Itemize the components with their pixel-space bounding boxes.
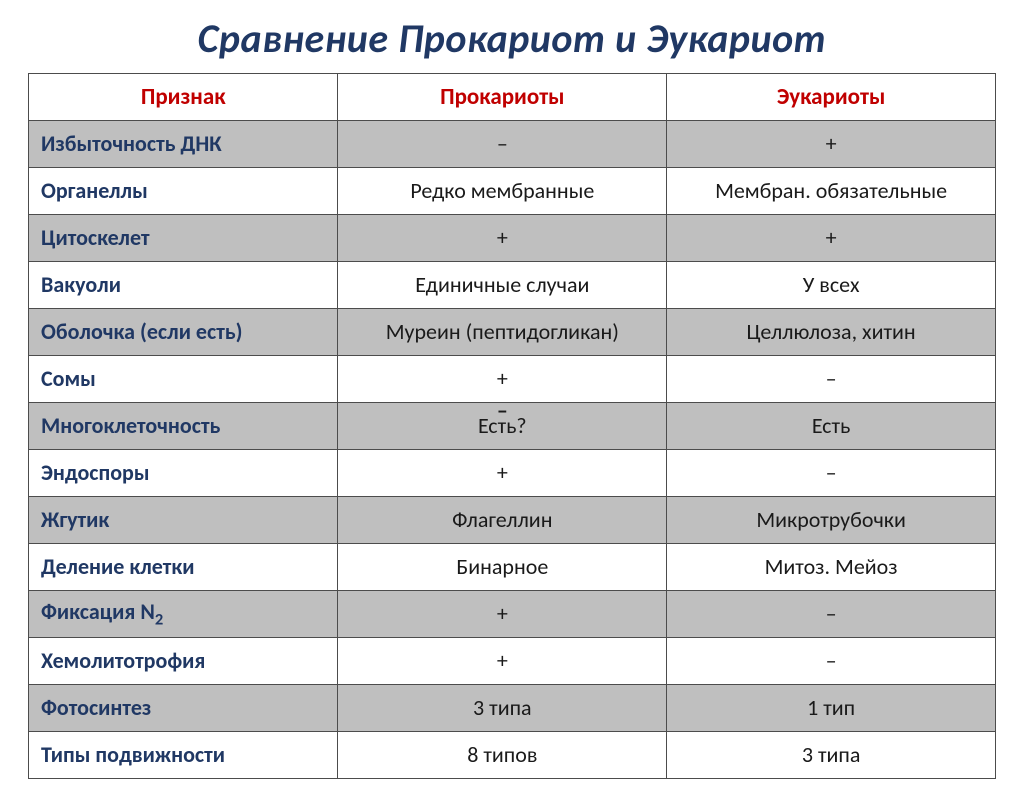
prokaryote-cell: Единичные случаи	[338, 262, 667, 309]
table-row: Избыточность ДНК–+	[29, 121, 996, 168]
prokaryote-cell: 3 типа	[338, 685, 667, 732]
table-row: Многоклеточность–Есть?Есть	[29, 403, 996, 450]
eukaryote-cell: –	[667, 591, 996, 638]
eukaryote-cell: Целлюлоза, хитин	[667, 309, 996, 356]
table-row: Фотосинтез3 типа1 тип	[29, 685, 996, 732]
prokaryote-cell: –Есть?	[338, 403, 667, 450]
prokaryote-cell: –	[338, 121, 667, 168]
eukaryote-cell: Микротрубочки	[667, 497, 996, 544]
table-row: Оболочка (если есть)Муреин (пептидоглика…	[29, 309, 996, 356]
eukaryote-cell: –	[667, 450, 996, 497]
table-row: Фиксация N2+–	[29, 591, 996, 638]
table-row: Сомы+–	[29, 356, 996, 403]
table-row: ЖгутикФлагеллинМикротрубочки	[29, 497, 996, 544]
col-header-eukaryote: Эукариоты	[667, 74, 996, 121]
feature-cell: Эндоспоры	[29, 450, 338, 497]
table-row: ВакуолиЕдиничные случаиУ всех	[29, 262, 996, 309]
subscript: 2	[155, 609, 163, 629]
eukaryote-cell: Митоз. Мейоз	[667, 544, 996, 591]
table-row: Цитоскелет++	[29, 215, 996, 262]
table-row: Хемолитотрофия+–	[29, 638, 996, 685]
col-header-feature: Признак	[29, 74, 338, 121]
page-title: Сравнение Прокариот и Эукариот	[28, 14, 996, 63]
prokaryote-cell: +	[338, 356, 667, 403]
feature-cell: Вакуоли	[29, 262, 338, 309]
feature-cell: Избыточность ДНК	[29, 121, 338, 168]
eukaryote-cell: 3 типа	[667, 732, 996, 779]
feature-cell: Сомы	[29, 356, 338, 403]
prokaryote-cell: Муреин (пептидогликан)	[338, 309, 667, 356]
overlay-dash: –	[497, 400, 508, 422]
table-row: Деление клеткиБинарноеМитоз. Мейоз	[29, 544, 996, 591]
feature-cell: Деление клетки	[29, 544, 338, 591]
feature-cell: Жгутик	[29, 497, 338, 544]
eukaryote-cell: 1 тип	[667, 685, 996, 732]
feature-cell: Оболочка (если есть)	[29, 309, 338, 356]
feature-cell: Цитоскелет	[29, 215, 338, 262]
feature-cell: Фиксация N2	[29, 591, 338, 638]
comparison-table: Признак Прокариоты Эукариоты Избыточност…	[28, 73, 996, 779]
prokaryote-cell: 8 типов	[338, 732, 667, 779]
col-header-prokaryote: Прокариоты	[338, 74, 667, 121]
eukaryote-cell: –	[667, 356, 996, 403]
table-header-row: Признак Прокариоты Эукариоты	[29, 74, 996, 121]
feature-cell: Типы подвижности	[29, 732, 338, 779]
prokaryote-cell: +	[338, 638, 667, 685]
feature-cell: Многоклеточность	[29, 403, 338, 450]
eukaryote-cell: Есть	[667, 403, 996, 450]
feature-cell: Фотосинтез	[29, 685, 338, 732]
table-row: ОрганеллыРедко мембранныеМембран. обязат…	[29, 168, 996, 215]
prokaryote-cell: +	[338, 591, 667, 638]
prokaryote-cell: Бинарное	[338, 544, 667, 591]
table-row: Типы подвижности8 типов3 типа	[29, 732, 996, 779]
prokaryote-cell: +	[338, 215, 667, 262]
eukaryote-cell: У всех	[667, 262, 996, 309]
feature-cell: Органеллы	[29, 168, 338, 215]
prokaryote-cell: Редко мембранные	[338, 168, 667, 215]
prokaryote-cell: Флагеллин	[338, 497, 667, 544]
eukaryote-cell: –	[667, 638, 996, 685]
prokaryote-cell: +	[338, 450, 667, 497]
eukaryote-cell: +	[667, 121, 996, 168]
feature-cell: Хемолитотрофия	[29, 638, 338, 685]
eukaryote-cell: +	[667, 215, 996, 262]
table-row: Эндоспоры+–	[29, 450, 996, 497]
eukaryote-cell: Мембран. обязательные	[667, 168, 996, 215]
